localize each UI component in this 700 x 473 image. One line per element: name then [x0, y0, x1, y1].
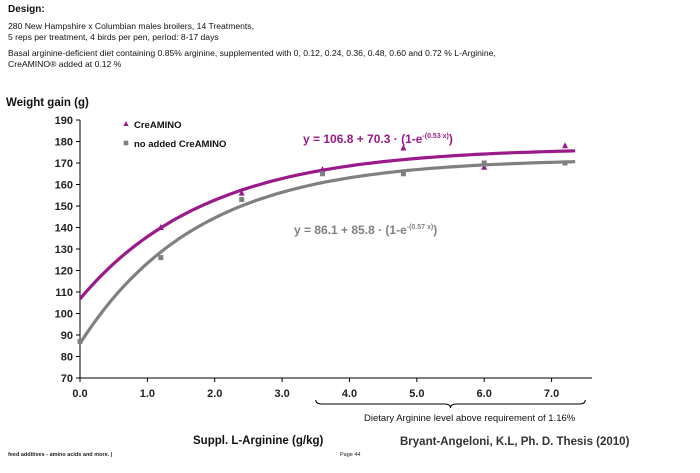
data-point-series-2: [481, 160, 487, 166]
x-tick-label: 1.0: [140, 388, 155, 400]
design-line-3: Basal arginine-deficient diet containing…: [8, 48, 496, 58]
design-line-1: 280 New Hampshire x Columbian males broi…: [8, 21, 254, 31]
y-tick-label: 140: [55, 223, 73, 235]
y-tick-label: 160: [55, 180, 73, 192]
data-point-series-2: [158, 255, 164, 261]
y-tick-label: 70: [61, 373, 73, 385]
source-credit: Bryant-Angeloni, K.L, Ph. D. Thesis (201…: [400, 436, 630, 448]
y-tick-label: 110: [55, 287, 73, 299]
y-axis-label: Weight gain (g): [6, 97, 89, 109]
footer-left-text: feed additives - amino acids and more. |: [8, 452, 113, 458]
x-axis-label: Suppl. L-Arginine (g/kg): [193, 435, 323, 447]
x-tick-label: 2.0: [207, 388, 222, 400]
y-tick-label: 170: [55, 158, 73, 170]
legend-marker-series-1: [123, 121, 129, 126]
data-point-series-2: [562, 160, 568, 166]
design-line-2: 5 reps per treatment, 4 birds per pen, p…: [8, 32, 219, 42]
requirement-bracket: [315, 399, 586, 409]
y-tick-label: 180: [55, 137, 73, 149]
data-point-series-1: [562, 142, 569, 149]
design-block: Design: 280 New Hampshire x Columbian ma…: [8, 4, 688, 70]
design-line-4: CreAMINO® added at 0.12 %: [8, 59, 122, 69]
y-tick-label: 130: [55, 244, 73, 256]
x-tick-label: 6.0: [477, 388, 492, 400]
y-tick-label: 80: [61, 352, 73, 364]
equation-series-2: y = 86.1 + 85.8 · (1-e-(0.57 x)): [294, 223, 437, 237]
y-tick-label: 150: [55, 201, 73, 213]
x-tick-label: 5.0: [409, 388, 424, 400]
legend-label-series-1: CreAMINO: [134, 120, 182, 131]
equation-series-1: y = 106.8 + 70.3 · (1-e-(0.53 x)): [303, 132, 453, 146]
data-point-series-2: [77, 338, 83, 344]
fit-line-series-1: [78, 149, 576, 300]
data-point-series-1: [238, 189, 245, 196]
data-point-series-1: [157, 224, 164, 230]
y-tick-label: 90: [61, 330, 73, 342]
page-number: Page 44: [340, 452, 361, 458]
data-point-series-2: [320, 171, 326, 177]
x-tick-label: 3.0: [274, 388, 289, 400]
design-title: Design:: [8, 4, 45, 15]
x-tick-label: 4.0: [342, 388, 357, 400]
y-tick-label: 120: [55, 266, 73, 278]
x-tick-label: 7.0: [544, 388, 559, 400]
data-point-series-2: [400, 171, 406, 177]
fit-line-series-2: [78, 160, 576, 345]
x-tick-label: 0.0: [72, 388, 87, 400]
data-point-series-1: [400, 144, 407, 151]
y-tick-label: 100: [55, 309, 73, 321]
legend-marker-series-2: [123, 140, 129, 146]
y-tick-label: 190: [55, 115, 73, 127]
bracket-annotation: Dietary Arginine level above requirement…: [364, 413, 576, 424]
data-point-series-1: [481, 163, 488, 170]
legend-label-series-2: no added CreAMINO: [134, 139, 226, 150]
data-point-series-1: [319, 165, 326, 172]
data-point-series-2: [239, 197, 245, 203]
